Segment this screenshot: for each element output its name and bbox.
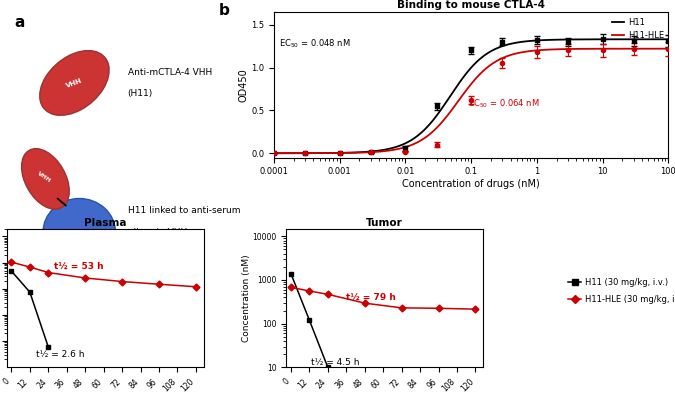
Title: Binding to mouse CTLA-4: Binding to mouse CTLA-4 (397, 0, 545, 10)
Text: t½ = 53 h: t½ = 53 h (55, 261, 104, 271)
Text: t½ = 79 h: t½ = 79 h (346, 292, 396, 301)
Text: VHH: VHH (65, 77, 84, 88)
Text: Anti-mCTLA-4 VHH: Anti-mCTLA-4 VHH (128, 68, 212, 77)
Text: b: b (219, 3, 230, 18)
Text: VHH: VHH (71, 229, 88, 235)
Ellipse shape (89, 255, 137, 316)
Text: a: a (14, 15, 24, 30)
Y-axis label: Concentration (nM): Concentration (nM) (242, 254, 251, 342)
Text: H11 linked to anti-serum: H11 linked to anti-serum (128, 207, 240, 215)
Text: EC$_{50}$ = 0.064 nM: EC$_{50}$ = 0.064 nM (468, 98, 540, 111)
Text: VHH: VHH (36, 171, 52, 184)
Ellipse shape (22, 149, 70, 209)
Ellipse shape (40, 51, 109, 115)
Text: VHH: VHH (105, 279, 121, 292)
Ellipse shape (43, 198, 115, 266)
Title: Plasma: Plasma (84, 218, 126, 228)
Text: albumin VHH: albumin VHH (128, 228, 187, 237)
Text: t½ = 2.6 h: t½ = 2.6 h (36, 350, 84, 359)
Text: (H11): (H11) (128, 89, 153, 98)
Title: Tumor: Tumor (367, 218, 403, 228)
Y-axis label: OD450: OD450 (238, 68, 248, 102)
Legend: H11 (30 mg/kg, i.v.), H11-HLE (30 mg/kg, i.v.): H11 (30 mg/kg, i.v.), H11-HLE (30 mg/kg,… (565, 275, 675, 307)
Text: (H11-HLE): (H11-HLE) (128, 249, 173, 258)
Text: EC$_{50}$ = 0.048 nM: EC$_{50}$ = 0.048 nM (279, 37, 351, 50)
Legend: H11, H11-HLE: H11, H11-HLE (609, 15, 668, 43)
X-axis label: Concentration of drugs (nM): Concentration of drugs (nM) (402, 179, 540, 189)
Text: t½ = 4.5 h: t½ = 4.5 h (311, 358, 359, 367)
